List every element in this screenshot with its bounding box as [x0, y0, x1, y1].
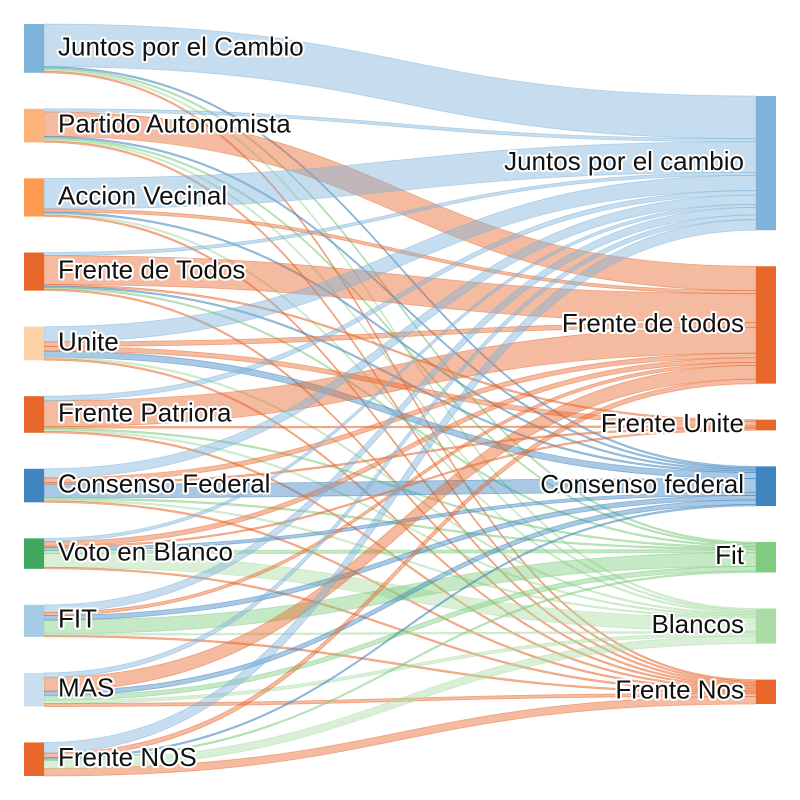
target-node-label: Frente Nos: [615, 675, 744, 705]
sankey-link: [43, 570, 757, 762]
source-node-label: FIT: [58, 604, 97, 634]
source-node-bar: [24, 538, 44, 569]
source-node-bar: [24, 178, 44, 217]
source-node-bar: [24, 672, 44, 707]
sankey-nodes: [24, 24, 776, 776]
sankey-link: [43, 504, 757, 760]
source-node-label: Unite: [58, 326, 119, 356]
target-node-bar: [756, 542, 776, 573]
source-node-label: MAS: [58, 673, 114, 703]
source-node-bar: [24, 468, 44, 503]
target-node-label: Fit: [715, 540, 745, 570]
source-node-label: Partido Autonomista: [58, 108, 291, 138]
source-node-label: Frente NOS: [58, 742, 197, 772]
target-node-bar: [756, 679, 776, 704]
target-node-label: Juntos por el cambio: [504, 146, 744, 176]
target-node-label: Consenso federal: [540, 469, 744, 499]
target-node-bar: [756, 608, 776, 644]
source-node-label: Frente de Todos: [58, 254, 245, 284]
target-node-label: Blancos: [652, 609, 745, 639]
source-node-bar: [24, 742, 44, 776]
target-node-label: Frente de todos: [562, 308, 744, 338]
source-node-label: Frente Patriora: [58, 397, 232, 427]
source-node-label: Juntos por el Cambio: [58, 31, 304, 61]
source-node-label: Consenso Federal: [58, 468, 270, 498]
source-node-bar: [24, 604, 44, 637]
target-node-bar: [756, 419, 776, 431]
target-node-bar: [756, 466, 776, 507]
source-node-bar: [24, 24, 44, 73]
target-node-bar: [756, 266, 776, 384]
target-node-label: Frente Unite: [601, 408, 744, 438]
sankey-links: [43, 23, 757, 777]
source-node-bar: [24, 108, 44, 143]
source-node-bar: [24, 326, 44, 361]
source-node-label: Accion Vecinal: [58, 180, 227, 210]
source-node-bar: [24, 252, 44, 291]
source-node-label: Voto en Blanco: [58, 536, 233, 566]
source-node-bar: [24, 396, 44, 433]
target-node-bar: [756, 96, 776, 231]
sankey-link: [43, 219, 757, 754]
sankey-labels: Juntos por el Cambio Partido Autonomista A…: [56, 29, 747, 774]
